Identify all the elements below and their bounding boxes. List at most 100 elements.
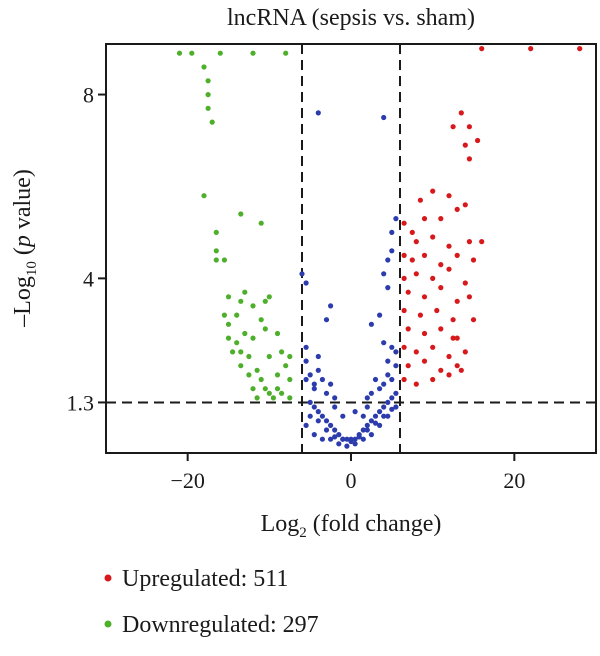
data-point-down — [221, 312, 227, 318]
data-point-down — [201, 64, 207, 70]
data-point-down — [205, 105, 211, 111]
data-point-up — [421, 294, 428, 300]
data-point-ns — [360, 427, 366, 433]
data-point-down — [217, 50, 223, 56]
data-point-up — [458, 367, 464, 373]
data-point-down — [201, 193, 207, 199]
data-point-down — [242, 289, 248, 295]
data-point-down — [250, 50, 256, 56]
data-point-up — [413, 271, 419, 277]
data-point-ns — [319, 376, 325, 383]
data-point-down — [225, 321, 232, 327]
data-point-up — [401, 307, 407, 314]
data-point-ns — [323, 418, 330, 424]
data-point-up — [438, 285, 444, 291]
data-point-ns — [348, 436, 354, 442]
data-point-down — [258, 317, 264, 323]
data-point-up — [446, 193, 452, 199]
data-point-ns — [377, 386, 383, 392]
legend: Upregulated: 511 Downregulated: 297 — [104, 566, 319, 638]
data-point-down — [250, 303, 256, 309]
data-point-ns — [381, 413, 387, 419]
data-point-up — [462, 349, 468, 355]
data-point-ns — [377, 422, 383, 428]
data-point-up — [409, 229, 415, 235]
data-point-ns — [328, 422, 334, 428]
series-layer — [176, 46, 583, 449]
data-point-up — [466, 239, 472, 245]
data-point-down — [279, 349, 285, 355]
data-point-up — [450, 317, 456, 323]
legend-marker-up — [104, 574, 112, 582]
data-point-down — [205, 78, 211, 84]
data-point-down — [274, 386, 281, 392]
data-point-up — [430, 376, 436, 383]
data-point-up — [438, 367, 444, 373]
data-point-ns — [352, 436, 358, 442]
data-point-up — [466, 294, 472, 300]
data-point-ns — [315, 110, 321, 116]
data-point-ns — [344, 436, 350, 442]
data-point-up — [409, 257, 415, 263]
data-point-ns — [323, 317, 330, 323]
data-point-up — [405, 326, 411, 332]
data-point-ns — [364, 427, 370, 433]
legend-label-down: Downregulated: 297 — [122, 612, 319, 638]
data-point-up — [475, 137, 481, 144]
data-point-ns — [319, 436, 325, 442]
data-point-up — [450, 124, 456, 130]
data-point-down — [283, 50, 289, 56]
data-point-ns — [381, 381, 387, 387]
data-point-up — [417, 312, 423, 318]
data-point-ns — [389, 248, 395, 254]
data-point-up — [466, 156, 472, 162]
data-point-ns — [311, 404, 317, 410]
data-point-up — [401, 344, 407, 350]
data-point-down — [279, 390, 285, 396]
y-axis: 1.3 4 8 — [67, 83, 106, 415]
data-point-ns — [393, 363, 399, 369]
data-point-ns — [389, 376, 395, 383]
data-point-down — [213, 229, 219, 235]
data-point-ns — [385, 358, 391, 364]
series-ns — [299, 110, 399, 449]
data-point-ns — [377, 409, 383, 415]
data-point-up — [446, 372, 452, 378]
legend-label-up: Upregulated: 511 — [122, 566, 288, 592]
data-point-ns — [336, 432, 342, 438]
data-point-up — [434, 307, 440, 314]
data-point-down — [250, 335, 256, 341]
data-point-ns — [352, 409, 358, 415]
data-point-ns — [389, 344, 395, 350]
data-point-ns — [368, 418, 374, 424]
data-point-down — [230, 349, 236, 355]
data-point-ns — [385, 399, 391, 405]
data-point-ns — [352, 441, 358, 447]
data-point-down — [262, 298, 268, 304]
data-point-down — [266, 353, 272, 360]
data-point-ns — [340, 436, 346, 442]
data-point-ns — [307, 372, 313, 378]
data-point-ns — [328, 436, 334, 442]
data-point-ns — [332, 427, 338, 433]
data-point-ns — [315, 418, 321, 424]
data-point-ns — [340, 413, 346, 419]
data-point-ns — [323, 390, 330, 396]
data-point-ns — [381, 340, 387, 346]
data-point-ns — [393, 390, 399, 396]
data-point-up — [446, 353, 452, 360]
data-point-ns — [389, 229, 395, 235]
data-point-down — [176, 50, 183, 56]
x-axis: −20 0 20 — [170, 453, 525, 493]
data-point-up — [405, 363, 411, 369]
data-point-up — [413, 239, 419, 245]
data-point-up — [466, 124, 472, 130]
data-point-ns — [303, 422, 309, 428]
data-point-up — [438, 262, 444, 268]
data-point-up — [479, 239, 485, 245]
data-point-up — [413, 349, 419, 355]
data-point-up — [454, 335, 460, 341]
data-point-ns — [311, 381, 317, 387]
data-point-down — [287, 353, 293, 360]
data-point-up — [462, 280, 468, 286]
